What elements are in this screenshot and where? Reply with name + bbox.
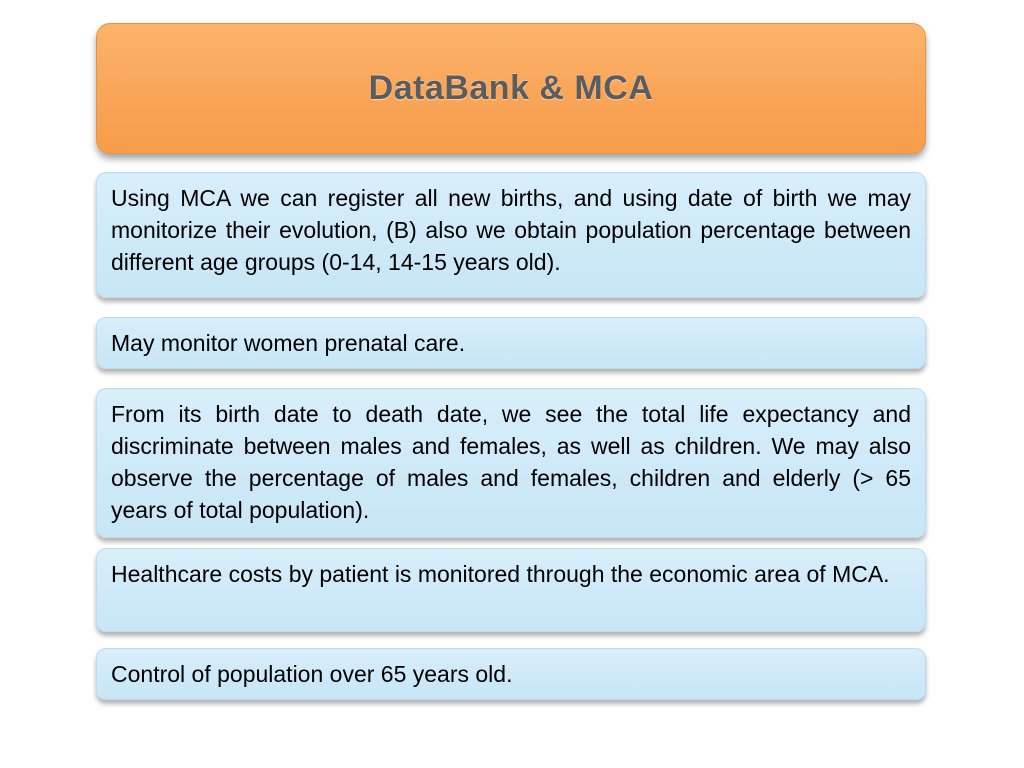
content-box-population-control: Control of population over 65 years old. xyxy=(96,648,926,700)
content-box-text: Healthcare costs by patient is monitored… xyxy=(111,561,890,587)
content-box-prenatal-care: May monitor women prenatal care. xyxy=(96,317,926,369)
slide-title: DataBank & MCA xyxy=(368,69,654,107)
content-box-healthcare-costs: Healthcare costs by patient is monitored… xyxy=(96,548,926,632)
content-box-text: Control of population over 65 years old. xyxy=(111,661,513,687)
content-box-text: May monitor women prenatal care. xyxy=(111,330,466,356)
content-box-text: Using MCA we can register all new births… xyxy=(111,185,911,275)
title-banner: DataBank & MCA xyxy=(96,23,926,154)
content-box-text: From its birth date to death date, we se… xyxy=(111,401,911,523)
content-box-life-expectancy: From its birth date to death date, we se… xyxy=(96,388,926,538)
content-box-births-registration: Using MCA we can register all new births… xyxy=(96,172,926,298)
